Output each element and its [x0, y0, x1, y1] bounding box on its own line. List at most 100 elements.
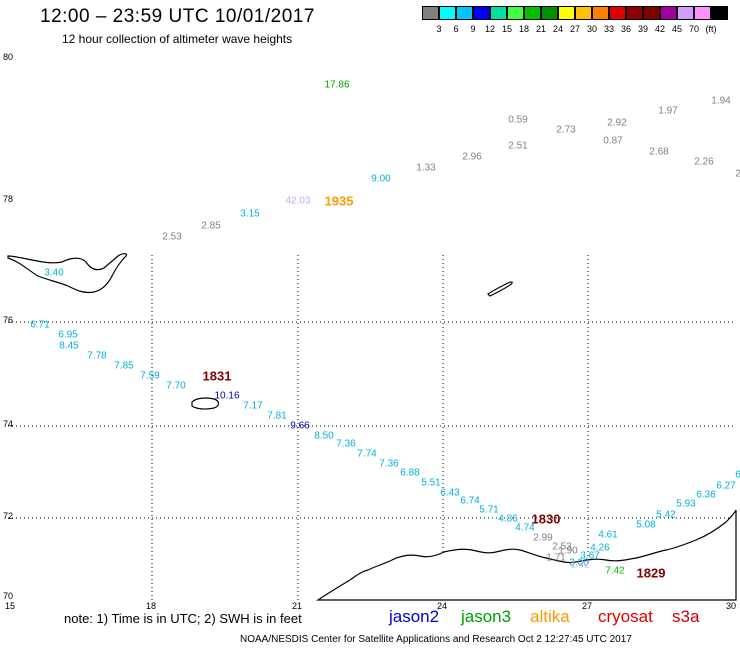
legend-swatch — [626, 6, 643, 20]
wave-height-label: 7.36 — [379, 458, 399, 470]
wave-height-label: 2.96 — [462, 151, 482, 163]
wave-height-label: 4.26 — [590, 542, 610, 554]
wave-height-label: 0.87 — [603, 135, 623, 147]
satellite-s3a-label: s3a — [672, 607, 700, 626]
hopen-island — [487, 281, 513, 297]
wave-height-label: 1.42 — [570, 559, 590, 571]
wave-height-label: 2.51 — [508, 140, 528, 152]
legend-label: (ft) — [705, 24, 717, 34]
satellite-altika-label: altika — [530, 607, 570, 626]
legend-swatch — [473, 6, 490, 20]
legend-swatch — [609, 6, 626, 20]
lon-tick-label: 15 — [5, 601, 16, 611]
legend-swatch — [660, 6, 677, 20]
wave-height-label: 6 — [735, 469, 740, 481]
wave-height-label: 9.66 — [290, 420, 310, 432]
wave-height-label: 3.15 — [240, 208, 260, 220]
lat-tick-label: 78 — [3, 194, 14, 204]
wave-height-label: 9.00 — [371, 173, 391, 185]
wave-height-label: 7.59 — [140, 370, 160, 382]
wave-height-label: 7.78 — [87, 350, 107, 362]
legend-label: 39 — [637, 24, 648, 34]
legend-swatch — [592, 6, 609, 20]
wave-height-label: 5.08 — [636, 519, 656, 531]
footer-credit: NOAA/NESDIS Center for Satellite Applica… — [240, 634, 632, 645]
wave-height-label: 2.73 — [556, 124, 576, 136]
legend-label: 9 — [470, 24, 476, 34]
wave-height-label: 2.53 — [552, 541, 572, 553]
map-title: 12:00 – 23:59 UTC 10/01/2017 — [40, 6, 315, 27]
satellite-jason3-label: jason3 — [461, 607, 512, 626]
wave-height-label: 6.43 — [440, 487, 460, 499]
wave-height-label: 3.00 — [569, 557, 589, 569]
wave-height-label: 2.53 — [162, 231, 182, 243]
satellite-cryosat-label: cryosat — [598, 607, 653, 626]
legend-label: 24 — [552, 24, 563, 34]
lat-tick-label: 76 — [3, 315, 14, 325]
wave-height-label: 1.90 — [558, 545, 578, 557]
legend-label: 45 — [671, 24, 682, 34]
wave-height-label: 2.68 — [649, 146, 669, 158]
lon-tick-label: 21 — [292, 601, 303, 611]
wave-height-label: 4.74 — [515, 522, 535, 534]
wave-height-label: 6.95 — [58, 329, 78, 341]
wave-height-label: 5.42 — [656, 509, 676, 521]
lon-tick-label: 27 — [582, 601, 593, 611]
wave-height-label: 0.59 — [508, 114, 528, 126]
legend-swatch — [422, 6, 439, 20]
wave-height-label: 6.74 — [460, 495, 480, 507]
wave-height-label: 2.92 — [607, 117, 627, 129]
legend-label: 18 — [518, 24, 529, 34]
lon-tick-label: 18 — [146, 601, 157, 611]
pass-time-label: 1829 — [636, 565, 666, 581]
wave-height-label: 1.94 — [711, 95, 731, 107]
legend-label: 21 — [535, 24, 546, 34]
wave-height-label: 3.67 — [580, 550, 600, 562]
wave-height-label: 7.85 — [114, 360, 134, 372]
wave-height-label: 6.88 — [400, 467, 420, 479]
wave-height-label: 7.36 — [336, 438, 356, 450]
wave-height-label: 6.36 — [696, 489, 716, 501]
pass-time-label: 1935 — [324, 193, 354, 209]
wave-height-label: 7.70 — [166, 380, 186, 392]
legend-label: 33 — [603, 24, 614, 34]
lon-tick-label: 24 — [437, 601, 448, 611]
wave-height-label: 1.97 — [658, 105, 678, 117]
legend-label: 12 — [484, 24, 495, 34]
norway-coast — [316, 509, 737, 601]
wave-height-label: 1.33 — [416, 162, 436, 174]
legend-swatch — [643, 6, 660, 20]
svalbard-south-coast — [7, 253, 128, 294]
lon-tick-label: 30 — [726, 601, 737, 611]
legend-swatch — [694, 6, 711, 20]
wave-height-label: 3.40 — [44, 267, 64, 279]
wave-height-label: 10.16 — [214, 390, 240, 402]
wave-height-label: 7.74 — [357, 448, 377, 460]
legend-swatch — [541, 6, 558, 20]
wave-height-label: 8.45 — [59, 340, 79, 352]
legend-swatch — [439, 6, 456, 20]
wave-height-label: 6.71 — [30, 319, 50, 331]
wave-height-label: 5.93 — [676, 498, 696, 510]
satellite-jason2-label: jason2 — [389, 607, 440, 626]
map-subtitle: 12 hour collection of altimeter wave hei… — [62, 32, 293, 46]
bear-island — [191, 397, 220, 410]
wave-height-label: 5.71 — [479, 504, 499, 516]
legend-label: 6 — [453, 24, 459, 34]
wave-height-label: 2.26 — [694, 156, 714, 168]
grid-lines — [8, 255, 735, 600]
lat-tick-label: 74 — [3, 419, 14, 429]
wave-height-label: 2.85 — [201, 220, 221, 232]
wave-height-label: 17.86 — [324, 79, 350, 91]
legend-swatch — [575, 6, 592, 20]
footer-note: note: 1) Time is in UTC; 2) SWH is in fe… — [64, 611, 302, 626]
legend-label: 27 — [569, 24, 580, 34]
legend-swatch — [524, 6, 541, 20]
wave-height-label: 1.71 — [546, 552, 566, 564]
lat-tick-label: 70 — [3, 591, 14, 601]
legend-swatch — [558, 6, 575, 20]
lat-tick-label: 72 — [3, 511, 14, 521]
wave-height-label: 2.99 — [533, 532, 553, 544]
wave-height-label: 7.17 — [243, 400, 263, 412]
